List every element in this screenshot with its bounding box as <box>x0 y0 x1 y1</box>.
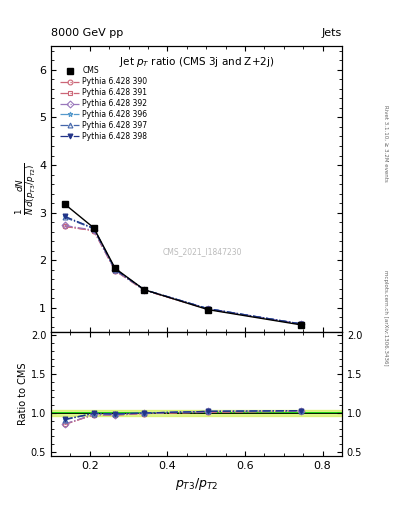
Text: Rivet 3.1.10, ≥ 3.2M events: Rivet 3.1.10, ≥ 3.2M events <box>384 105 388 182</box>
Text: mcplots.cern.ch [arXiv:1306.3436]: mcplots.cern.ch [arXiv:1306.3436] <box>384 270 388 365</box>
Text: Jets: Jets <box>321 28 342 38</box>
Text: Jet $p_T$ ratio (CMS 3j and Z+2j): Jet $p_T$ ratio (CMS 3j and Z+2j) <box>119 55 274 69</box>
X-axis label: $p_{T3}/p_{T2}$: $p_{T3}/p_{T2}$ <box>175 476 218 492</box>
Legend: CMS, Pythia 6.428 390, Pythia 6.428 391, Pythia 6.428 392, Pythia 6.428 396, Pyt: CMS, Pythia 6.428 390, Pythia 6.428 391,… <box>57 63 151 144</box>
Bar <box>51 410 342 416</box>
Y-axis label: Ratio to CMS: Ratio to CMS <box>18 362 28 425</box>
Text: CMS_2021_I1847230: CMS_2021_I1847230 <box>163 247 242 256</box>
Text: 8000 GeV pp: 8000 GeV pp <box>51 28 123 38</box>
Y-axis label: $\frac{1}{N}\frac{dN}{d(p_{T3}/p_{T2})}$: $\frac{1}{N}\frac{dN}{d(p_{T3}/p_{T2})}$ <box>14 163 38 215</box>
